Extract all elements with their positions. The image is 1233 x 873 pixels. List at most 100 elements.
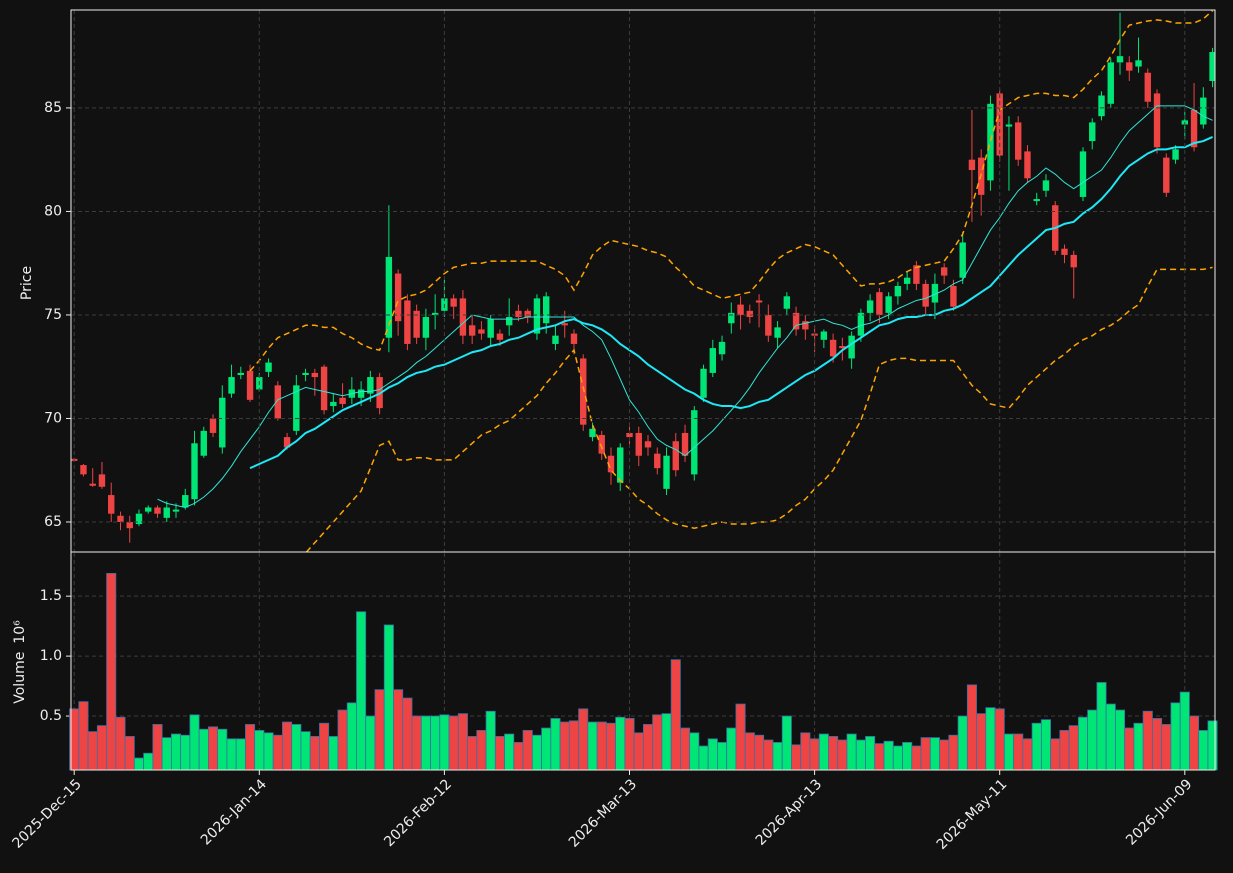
candle-body [385,256,393,338]
volume-bar [689,732,700,771]
volume-bar [541,727,552,771]
candle-body [607,455,615,473]
candle-body [209,418,217,433]
volume-bar [781,715,792,771]
volume-bar [383,624,394,771]
candle-body [422,317,430,338]
candle-body [468,325,476,336]
candle-body [431,312,439,315]
volume-bar [430,715,441,771]
volume-bar [263,732,274,771]
candle-body [755,300,763,303]
candle-body [413,310,420,338]
indicator-line [157,105,1213,509]
candle-body [561,323,568,326]
candle-body [320,366,328,411]
candle-body [367,377,374,394]
volume-bar [245,724,256,771]
volume-bar [920,737,931,771]
volume-bar [531,734,542,771]
candle-body [1209,52,1215,82]
candle-body [691,410,698,475]
candle-body [246,370,254,400]
volume-bar [605,722,617,771]
volume-bar [929,737,940,771]
candle-body [172,509,180,512]
candle-body [570,333,578,344]
volume-bar [522,730,533,771]
candle-body [1190,109,1198,148]
candle-body [644,441,652,448]
candle-body [450,298,457,307]
candle-body [1005,124,1013,127]
candle-body [626,432,633,438]
volume-bar [346,702,357,771]
x-tick-label: 2026-Apr-13 [753,776,826,849]
volume-bar [235,738,246,771]
y-tick-label: 65 [44,514,62,530]
volume-bar [578,708,589,771]
x-tick-label: 2026-May-11 [934,776,1011,853]
candle-body [533,298,541,334]
candle-body [357,389,365,398]
volume-bar [1096,682,1107,771]
y-tick-label: 1.0 [40,648,62,664]
candle-body [1042,180,1050,191]
candle-body [829,339,837,357]
volume-bar [744,732,755,771]
candle-body [857,312,865,336]
volume-bar [319,722,330,771]
volume-bar [1022,738,1033,771]
candle-body [552,335,559,344]
volume-bar [226,738,237,771]
volume-bar [550,718,561,771]
candle-body [163,507,170,518]
candle-body [191,443,198,500]
candle-body [792,312,800,330]
volume-bar [642,724,654,771]
volume-bar [717,742,728,771]
candle-body [200,430,207,456]
candle-body [339,397,346,404]
x-tick-label: 2026-Jun-09 [1123,776,1195,848]
volume-bar [596,721,607,771]
volume-bar [1170,702,1181,771]
volume-bar [365,715,376,771]
volume-bar [1013,733,1024,771]
volume-bar [809,738,820,771]
candle-body [1107,62,1114,104]
candle-body [1126,62,1133,71]
candle-body [866,300,874,313]
volume-bar [411,715,422,771]
candle-body [487,319,494,338]
y-tick-label: 75 [44,307,62,323]
volume-bar [994,708,1005,771]
volume-bar [791,744,802,771]
volume-bar [874,743,885,771]
volume-bar [143,752,154,771]
candle-body [774,327,781,338]
candle-body [968,159,976,171]
volume-bar [272,734,283,771]
candle-body [283,437,291,448]
volume-bar [587,721,598,771]
volume-bar [1031,722,1042,771]
candle-body [1163,157,1170,193]
y-tick-label: 1.5 [40,588,62,604]
candle-body [1015,122,1022,160]
x-tick-label: 2026-Mar-13 [566,776,640,850]
volume-bar [402,697,413,771]
volume-bar [615,716,626,771]
volume-bar [1077,716,1089,771]
volume-bar [291,724,302,771]
y-axis-label: Volume 10⁶ [12,620,28,704]
candle-body [802,321,809,330]
candle-body [663,455,670,489]
volume-bar [1198,730,1209,771]
volume-bar [698,745,709,771]
volume-bar [559,721,570,771]
volume-bar [800,732,811,771]
candle-body [580,358,587,425]
candle-body [635,432,642,456]
